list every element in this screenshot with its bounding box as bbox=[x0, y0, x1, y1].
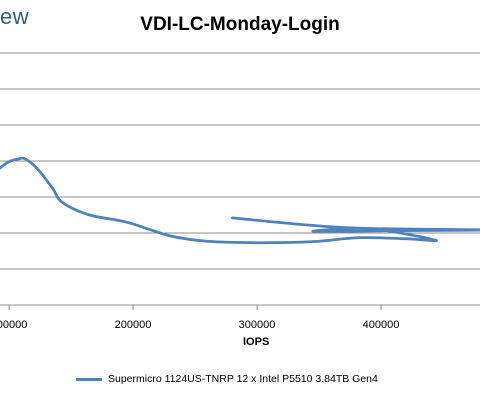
chart-title: VDI-LC-Monday-Login bbox=[140, 14, 340, 35]
x-tick-label: 200000 bbox=[115, 319, 152, 331]
x-tick-label: 300000 bbox=[239, 319, 276, 331]
gridlines bbox=[0, 52, 480, 306]
series-line bbox=[0, 156, 480, 245]
legend: Supermicro 1124US-TNRP 12 x Intel P5510 … bbox=[76, 373, 378, 385]
x-tick-label: 400000 bbox=[363, 319, 400, 331]
legend-label: Supermicro 1124US-TNRP 12 x Intel P5510 … bbox=[108, 373, 378, 385]
x-axis-label: IOPS bbox=[243, 336, 270, 348]
series-layer bbox=[0, 156, 480, 245]
x-tick-labels: 100000 200000 300000 400000 bbox=[0, 305, 399, 331]
x-tick-label: 100000 bbox=[0, 319, 27, 331]
legend-swatch bbox=[76, 377, 102, 381]
watermark-logo: ew bbox=[0, 4, 30, 29]
